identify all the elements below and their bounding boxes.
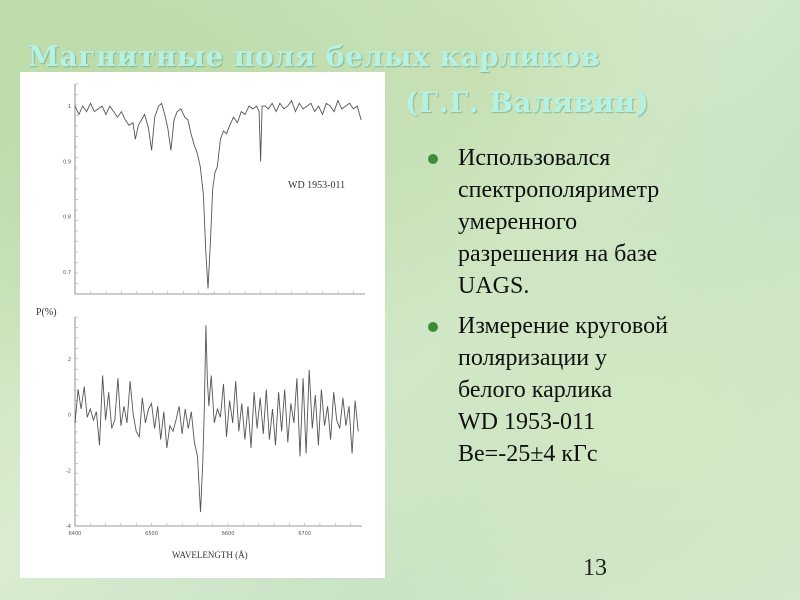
spectrum-figure: 1 0.9 0.8 0.7 WD 1953-011 2 0 -2 -4 6400 6500 660… — [20, 72, 385, 578]
y-tick-label: 0.9 — [63, 159, 71, 165]
bullet-line: белого карлика — [458, 377, 613, 403]
bullet-line: UAGS. — [458, 273, 530, 299]
y-tick-label: -2 — [66, 468, 71, 474]
bullet-line: спектрополяриметр — [458, 177, 660, 203]
bullet-dot-icon — [428, 154, 438, 164]
bullet-line: WD 1953-011 — [458, 409, 596, 435]
bullet-line: поляризации у — [458, 345, 608, 371]
y-axis-label: P(%) — [36, 307, 57, 318]
slide-title-line-1: Магнитные поля белых карликов — [28, 40, 601, 73]
bullet-item-measurement: Измерение круговой поляризации у белого … — [428, 310, 768, 470]
x-tick-label: 6700 — [298, 531, 311, 537]
bullet-list: Использовался спектрополяриметр умеренно… — [428, 142, 768, 478]
page-number: 13 — [583, 555, 607, 581]
spectrum-line — [74, 325, 359, 513]
slide-title-line-2: (Г.Г. Валявин) — [405, 86, 650, 119]
x-tick-label: 6400 — [69, 531, 82, 537]
bullet-line: умеренного — [458, 209, 578, 235]
y-tick-label: -4 — [66, 524, 71, 530]
x-axis-label: WAVELENGTH (Å) — [172, 550, 248, 560]
x-tick-label: 6600 — [222, 531, 235, 537]
bullet-line: Измерение круговой — [458, 313, 668, 339]
bullet-line: разрешения на базе — [458, 241, 658, 267]
y-tick-label: 0 — [68, 413, 71, 419]
bullet-line: Использовался — [458, 145, 611, 171]
y-tick-label: 0.7 — [63, 270, 71, 276]
y-tick-label: 0.8 — [63, 215, 71, 221]
bullet-line: Be=-25±4 кГс — [458, 441, 598, 467]
spectrum-line — [74, 99, 362, 289]
y-tick-label: 1 — [68, 104, 71, 110]
bullet-dot-icon — [428, 322, 438, 332]
bullet-item-instrument: Использовался спектрополяриметр умеренно… — [428, 142, 768, 302]
x-tick-label: 6500 — [145, 531, 158, 537]
intensity-panel: 1 0.9 0.8 0.7 — [63, 83, 365, 295]
star-label: WD 1953-011 — [288, 180, 345, 191]
y-tick-label: 2 — [68, 357, 71, 363]
